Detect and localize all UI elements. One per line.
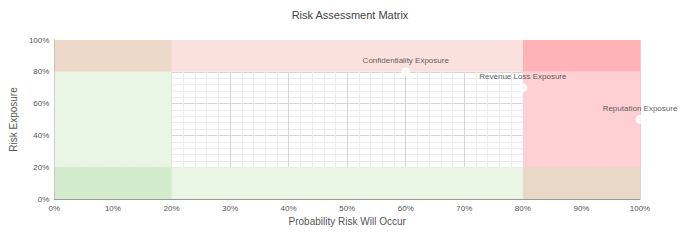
svg-text:0%: 0% bbox=[49, 204, 61, 213]
svg-text:100%: 100% bbox=[29, 36, 49, 45]
svg-text:Risk Exposure: Risk Exposure bbox=[8, 87, 19, 152]
svg-text:40%: 40% bbox=[281, 204, 297, 213]
svg-text:70%: 70% bbox=[456, 204, 472, 213]
svg-text:80%: 80% bbox=[33, 67, 49, 76]
svg-text:Reputation Exposure: Reputation Exposure bbox=[603, 104, 678, 113]
svg-text:20%: 20% bbox=[33, 163, 49, 172]
svg-text:80%: 80% bbox=[515, 204, 531, 213]
svg-text:10%: 10% bbox=[105, 204, 121, 213]
svg-text:40%: 40% bbox=[33, 131, 49, 140]
svg-text:20%: 20% bbox=[163, 204, 179, 213]
svg-text:60%: 60% bbox=[398, 204, 414, 213]
svg-text:90%: 90% bbox=[573, 204, 589, 213]
svg-text:Probability Risk Will Occur: Probability Risk Will Occur bbox=[289, 216, 407, 227]
svg-text:Risk Assessment Matrix: Risk Assessment Matrix bbox=[292, 9, 409, 21]
svg-text:0%: 0% bbox=[38, 195, 50, 204]
svg-text:100%: 100% bbox=[630, 204, 650, 213]
svg-text:Confidentiality Exposure: Confidentiality Exposure bbox=[363, 56, 450, 65]
svg-text:Revenue Loss Exposure: Revenue Loss Exposure bbox=[479, 72, 567, 81]
svg-text:30%: 30% bbox=[222, 204, 238, 213]
svg-text:50%: 50% bbox=[339, 204, 355, 213]
svg-text:60%: 60% bbox=[33, 99, 49, 108]
